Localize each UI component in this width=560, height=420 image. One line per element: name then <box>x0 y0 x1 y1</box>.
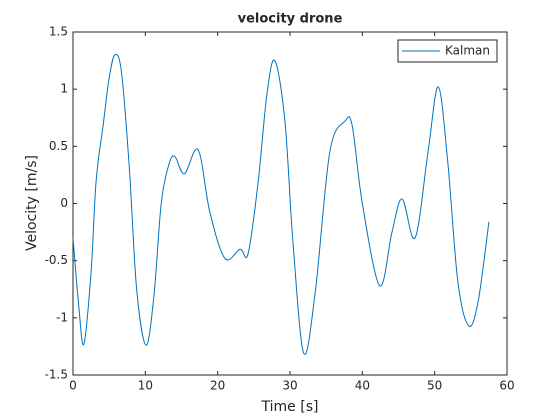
x-tick-label: 60 <box>499 379 514 393</box>
x-tick-label: 40 <box>355 379 370 393</box>
y-tick-label: -1 <box>56 310 68 324</box>
y-tick-label: 0 <box>60 196 68 210</box>
x-tick-label: 50 <box>427 379 442 393</box>
y-tick-label: -0.5 <box>45 253 68 267</box>
x-tick-label: 10 <box>138 379 153 393</box>
data-line <box>72 53 490 355</box>
y-tick-label: 1 <box>60 82 68 96</box>
x-tick-label: 30 <box>282 379 297 393</box>
x-tick-label: 0 <box>69 379 77 393</box>
x-tick-label: 20 <box>210 379 225 393</box>
y-tick-label: 0.5 <box>49 139 68 153</box>
x-axis-label: Time [s] <box>261 399 319 415</box>
legend-box <box>397 39 498 63</box>
y-tick-label: 1.5 <box>49 25 68 39</box>
y-axis-label: Velocity [m/s] <box>24 155 40 251</box>
legend-label: Kalman <box>445 44 490 58</box>
chart-title: velocity drone <box>238 12 343 27</box>
y-tick-label: -1.5 <box>45 368 68 382</box>
